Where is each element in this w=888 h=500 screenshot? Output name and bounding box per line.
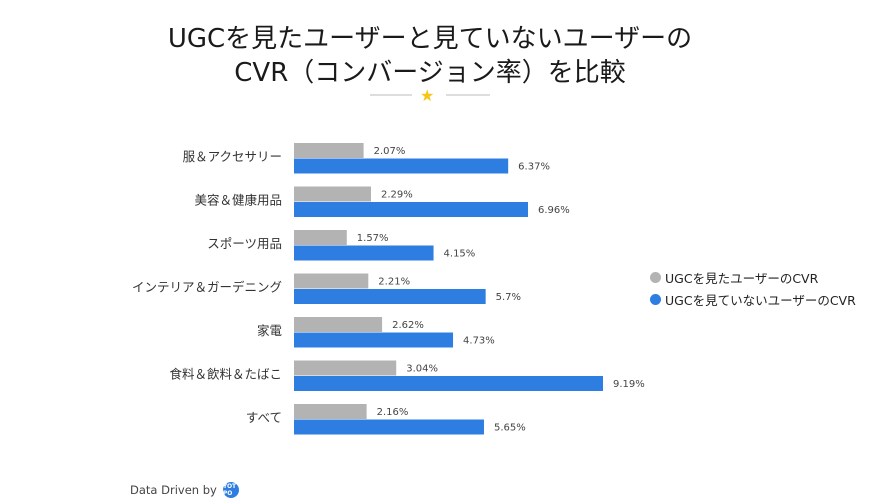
bar-not-seen bbox=[294, 158, 509, 174]
legend-marker-not-seen bbox=[650, 293, 661, 305]
footer-text: Data Driven by bbox=[130, 483, 217, 497]
data-label-seen: 1.57% bbox=[357, 233, 389, 244]
legend: UGCを見たユーザーのCVR UGCを見ていないユーザーのCVR bbox=[650, 266, 856, 310]
bar-seen bbox=[294, 360, 397, 376]
data-label-not-seen: 4.73% bbox=[463, 336, 495, 347]
category-label: スポーツ用品 bbox=[207, 236, 282, 251]
category-label: 家電 bbox=[257, 323, 283, 338]
data-label-not-seen: 6.37% bbox=[518, 162, 550, 173]
bar-chart: 服＆アクセサリー 2.07% 6.37% 美容＆健康用品 2.29% 6.96% スポーツ用… bbox=[132, 143, 645, 435]
bar-not-seen bbox=[294, 289, 486, 304]
title-divider-left bbox=[370, 94, 412, 96]
data-label-not-seen: 5.7% bbox=[496, 292, 521, 303]
chart-title: UGCを見たユーザーと見ていないユーザーの CVR（コンバージョン率）を比較 bbox=[0, 22, 860, 90]
bar-not-seen bbox=[294, 376, 603, 391]
category-label: すべて bbox=[246, 410, 282, 425]
bar-seen bbox=[294, 404, 367, 419]
legend-marker-seen bbox=[650, 271, 661, 283]
bar-not-seen bbox=[294, 245, 434, 261]
data-label-seen: 2.21% bbox=[378, 277, 410, 288]
bar-seen bbox=[294, 143, 364, 158]
title-divider-right bbox=[446, 94, 490, 96]
data-label-not-seen: 4.15% bbox=[444, 249, 476, 260]
data-label-seen: 2.16% bbox=[377, 407, 409, 418]
bar-seen bbox=[294, 186, 371, 202]
data-label-not-seen: 6.96% bbox=[538, 205, 570, 216]
data-label-not-seen: 5.65% bbox=[494, 423, 526, 434]
bar-seen bbox=[294, 273, 369, 289]
data-label-seen: 3.04% bbox=[406, 364, 438, 375]
legend-item-not-seen: UGCを見ていないユーザーのCVR bbox=[650, 288, 856, 310]
data-label-not-seen: 9.19% bbox=[613, 379, 645, 390]
bar-not-seen bbox=[294, 332, 454, 348]
footer: Data Driven by YOT PO bbox=[130, 482, 239, 498]
yotpo-logo-icon: YOT PO bbox=[222, 482, 239, 498]
bar-seen bbox=[294, 317, 383, 332]
bar-not-seen bbox=[294, 419, 484, 435]
chart-title-line2: CVR（コンバージョン率）を比較 bbox=[234, 58, 626, 88]
bar-not-seen bbox=[294, 202, 529, 217]
chart-title-line1: UGCを見たユーザーと見ていないユーザーの bbox=[167, 24, 693, 54]
legend-label-not-seen: UGCを見ていないユーザーのCVR bbox=[665, 292, 856, 308]
bar-seen bbox=[294, 230, 347, 245]
data-label-seen: 2.29% bbox=[381, 190, 413, 201]
category-label: 食料＆飲料＆たばこ bbox=[169, 367, 282, 382]
category-label: インテリア＆ガーデニング bbox=[132, 280, 282, 295]
data-label-seen: 2.62% bbox=[392, 320, 424, 331]
star-icon: ★ bbox=[420, 86, 435, 105]
legend-label-seen: UGCを見たユーザーのCVR bbox=[665, 270, 819, 286]
category-label: 服＆アクセサリー bbox=[183, 149, 282, 164]
category-label: 美容＆健康用品 bbox=[194, 193, 282, 208]
legend-item-seen: UGCを見たユーザーのCVR bbox=[650, 266, 856, 288]
data-label-seen: 2.07% bbox=[374, 146, 406, 157]
